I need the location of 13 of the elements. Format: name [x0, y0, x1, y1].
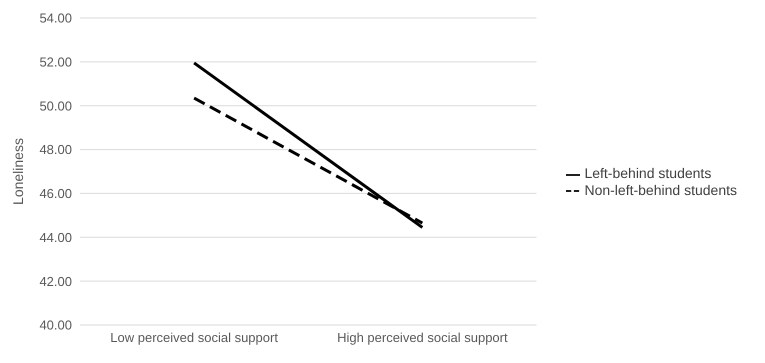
y-tick-label: 44.00	[39, 230, 72, 245]
y-tick-label: 42.00	[39, 274, 72, 289]
x-tick-label: Low perceived social support	[110, 330, 278, 346]
legend-label: Non-left-behind students	[584, 182, 737, 198]
y-tick-label: 54.00	[39, 10, 72, 26]
legend-label: Left-behind students	[584, 165, 712, 182]
y-tick-label: 48.00	[39, 142, 72, 158]
x-tick-label: High perceived social support	[337, 330, 508, 346]
y-tick-label: 40.00	[39, 318, 72, 333]
y-axis-title: Loneliness	[10, 138, 26, 205]
y-tick-label: 46.00	[39, 186, 72, 202]
y-tick-label: 50.00	[39, 98, 72, 114]
y-tick-label: 52.00	[39, 54, 72, 70]
